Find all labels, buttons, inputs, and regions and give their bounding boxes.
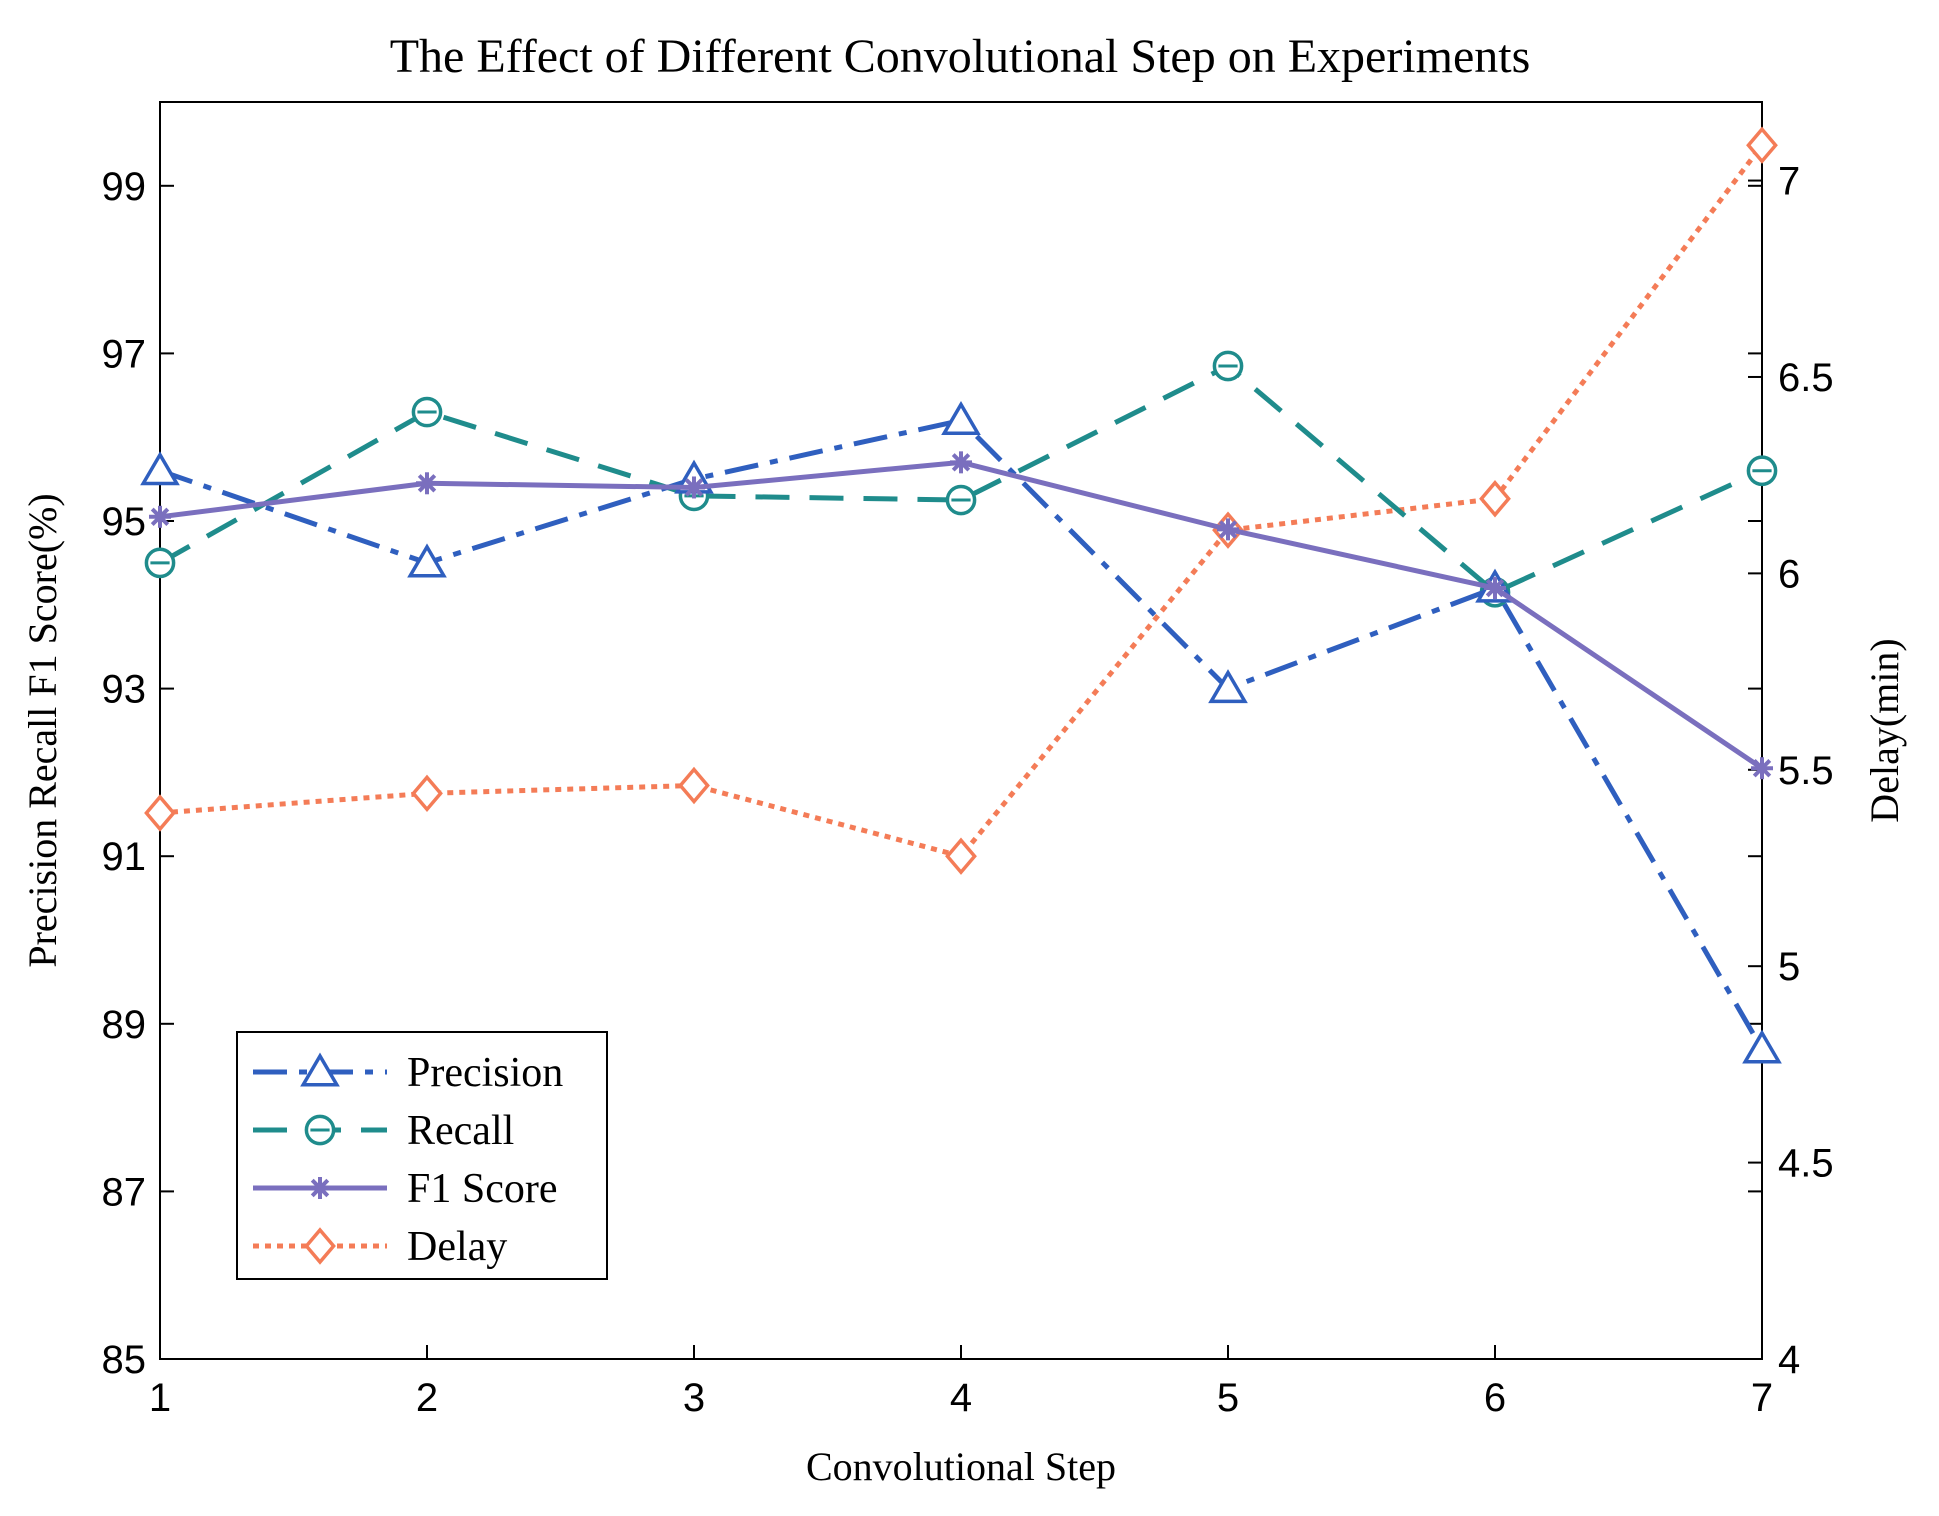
right-axis-ticks: 4 4.5 5 5.5 6 6.5 7	[1748, 160, 1834, 1382]
x-tick-label: 5	[1217, 1376, 1239, 1420]
legend-item: Precision	[253, 1050, 563, 1096]
chart-title: The Effect of Different Convolutional St…	[390, 30, 1531, 83]
legend-item: Delay	[253, 1224, 507, 1270]
x-tick-label: 7	[1751, 1376, 1773, 1420]
star-point	[950, 451, 972, 474]
star-point-core	[1757, 763, 1767, 774]
x-axis-label: Convolutional Step	[806, 1444, 1116, 1489]
x-axis-ticks: 1 2 3 4 5 6 7	[149, 1345, 1773, 1420]
triangle-point	[941, 400, 981, 435]
triangle-point	[140, 451, 180, 486]
star-point	[1484, 577, 1506, 600]
star-point-core	[422, 478, 432, 489]
series-recall	[144, 350, 1778, 608]
left-y-axis-label: Precision Recall F1 Score(%)	[20, 493, 65, 967]
legend-box	[236, 1031, 608, 1280]
right-tick-label: 6.5	[1778, 356, 1834, 400]
star-point-core	[689, 482, 699, 493]
right-tick-label: 6	[1778, 552, 1800, 596]
x-tick-label: 4	[950, 1376, 972, 1420]
star-point	[416, 472, 438, 495]
legend-item: F1 Score	[253, 1166, 558, 1212]
star-point	[683, 476, 705, 499]
x-tick-label: 1	[149, 1376, 171, 1420]
right-tick-label: 5	[1778, 945, 1800, 989]
star-point	[1217, 518, 1239, 541]
legend-marker	[309, 1177, 331, 1199]
star-point-core	[956, 457, 966, 468]
legend: Precision Recall F1 Score Delay	[236, 1031, 608, 1280]
series-line	[158, 363, 1764, 595]
diamond-point	[945, 837, 977, 875]
legend-marker	[300, 1052, 340, 1087]
legend-marker-core	[315, 1183, 325, 1193]
left-tick-label: 95	[102, 500, 147, 544]
series-f1-score	[149, 451, 1773, 780]
left-tick-label: 97	[102, 332, 147, 376]
right-tick-label: 4	[1778, 1338, 1800, 1382]
right-y-axis-label: Delay(min)	[1862, 638, 1907, 822]
left-tick-label: 89	[102, 1003, 147, 1047]
triangle-point	[1208, 669, 1248, 704]
right-tick-label: 4.5	[1778, 1142, 1834, 1186]
star-point	[1751, 757, 1773, 780]
legend-item: Recall	[253, 1108, 514, 1154]
left-tick-label: 99	[102, 165, 147, 209]
left-axis-ticks: 85 87 89 91 93 95 97 99	[102, 165, 1762, 1382]
legend-label: Precision	[407, 1050, 563, 1096]
series-layer	[140, 126, 1782, 1064]
star-point-core	[1490, 583, 1500, 594]
star-point-core	[1223, 524, 1233, 535]
legend-label: Delay	[407, 1224, 507, 1270]
diamond-point	[1479, 480, 1511, 518]
left-tick-label: 85	[102, 1338, 147, 1382]
left-tick-label: 93	[102, 668, 147, 712]
diamond-point	[1746, 126, 1778, 164]
legend-marker	[304, 1227, 336, 1265]
x-tick-label: 3	[683, 1376, 705, 1420]
diamond-point	[144, 794, 176, 832]
left-tick-label: 91	[102, 835, 147, 879]
star-point	[149, 505, 171, 528]
right-tick-label: 7	[1778, 160, 1800, 204]
star-point-core	[155, 511, 165, 522]
left-tick-label: 87	[102, 1170, 147, 1214]
x-tick-label: 2	[416, 1376, 438, 1420]
legend-label: F1 Score	[407, 1166, 558, 1212]
right-tick-label: 5.5	[1778, 749, 1834, 793]
diamond-point	[678, 766, 710, 805]
x-tick-label: 6	[1484, 1376, 1506, 1420]
triangle-point	[407, 543, 447, 578]
legend-label: Recall	[407, 1108, 514, 1154]
diamond-point	[411, 774, 443, 813]
triangle-point	[1742, 1029, 1782, 1064]
